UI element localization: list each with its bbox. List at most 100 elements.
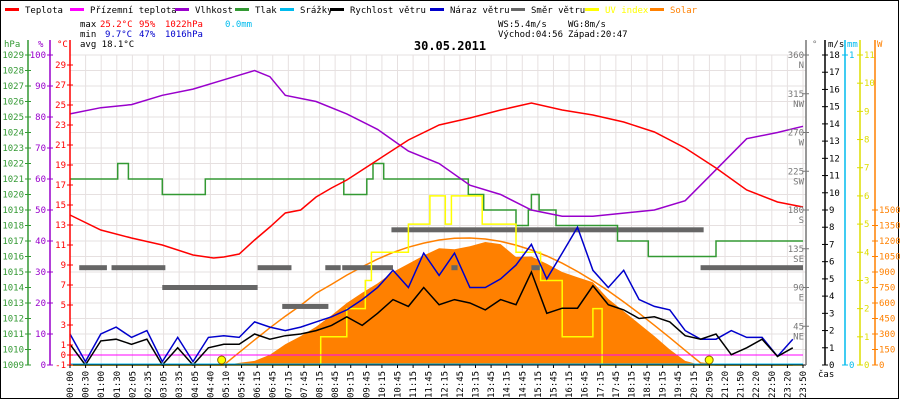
direction-tick-sublabel: N — [799, 61, 804, 71]
pressure-tick-label: 1011 — [2, 330, 24, 340]
temperature-tick-label: 0 — [61, 351, 66, 361]
x-tick-label: 23:50 — [799, 371, 809, 398]
uv-tick-label: 4 — [864, 248, 869, 258]
temperature-tick-label: 11 — [55, 241, 66, 251]
wind-direction-segment — [700, 265, 803, 271]
legend-swatch — [330, 8, 344, 11]
x-tick-label: 16:15 — [565, 371, 575, 398]
x-tick-label: 10:45 — [394, 371, 404, 398]
wind-direction-segment — [257, 265, 292, 271]
pressure-tick-label: 1020 — [2, 191, 24, 201]
stat-sunset: Západ:20:47 — [568, 30, 628, 40]
legend-swatch — [280, 8, 294, 11]
wind-direction-segment — [325, 265, 341, 271]
x-axis: 00:00 00:30 01:00 01:30 02:05 02:35 03:05 03:35… — [66, 365, 809, 398]
legend-swatch — [5, 8, 19, 11]
x-tick-label: 21:50 — [737, 371, 747, 398]
wind-tick-label: 11 — [829, 172, 840, 182]
legend-label: Tlak — [255, 6, 277, 16]
direction-tick-label: 180 — [788, 206, 804, 216]
wind-direction-segment — [282, 303, 329, 309]
temperature-tick-label: 25 — [55, 101, 66, 111]
legend-item: Solar — [650, 6, 698, 16]
stat-max-label: max — [80, 20, 97, 30]
wind-tick-label: 3 — [829, 309, 834, 319]
pressure-tick-label: 1026 — [2, 98, 24, 108]
wind-axis-unit: m/s — [828, 40, 844, 50]
series-layer — [69, 69, 806, 367]
legend-swatch — [175, 8, 189, 11]
pressure-tick-label: 1022 — [2, 160, 24, 170]
x-tick-label: 06:15 — [253, 371, 263, 398]
pressure-tick-label: 1028 — [2, 67, 24, 77]
humidity-tick-label: 70 — [35, 144, 46, 154]
stats-block: max 25.2°C 95% 1022hPa 0.0mm min 9.7°C 4… — [80, 20, 628, 50]
x-tick-label: 11:15 — [409, 371, 419, 398]
temperature-tick-label: 3 — [61, 321, 66, 331]
wind-direction-segment — [531, 265, 541, 271]
direction-tick-label: 360 — [788, 51, 804, 61]
temperature-tick-label: 21 — [55, 141, 66, 151]
uv-tick-label: 1 — [864, 333, 869, 343]
uv-tick-label: 9 — [864, 107, 869, 117]
pressure-axis: hPa 1009 1010 1011 1012 1013 1014 1015 1016 1017 1… — [2, 40, 31, 371]
x-tick-label: 15:45 — [549, 371, 559, 398]
legend-item: Přízemní teplota — [70, 6, 177, 16]
wind-tick-label: 5 — [829, 275, 834, 285]
stat-min-label: min — [80, 30, 96, 40]
rain-axis: mm 0 1 — [842, 40, 858, 371]
temperature-tick-label: 15 — [55, 201, 66, 211]
wind-tick-label: 7 — [829, 240, 834, 250]
x-tick-label: 11:45 — [425, 371, 435, 398]
wind-tick-label: 0 — [829, 361, 834, 371]
stat-max-humidity: 95% — [139, 20, 156, 30]
humidity-axis-unit: % — [38, 40, 44, 50]
solar-tick-label: 900 — [879, 268, 895, 278]
direction-tick-sublabel: NE — [793, 332, 804, 342]
x-tick-label: 02:35 — [144, 371, 154, 398]
x-tick-label: 21:20 — [721, 371, 731, 398]
chart-title: 30.05.2011 — [414, 39, 486, 53]
humidity-tick-label: 10 — [35, 330, 46, 340]
pressure-tick-label: 1015 — [2, 268, 24, 278]
legend-label: Vlhkost — [195, 6, 233, 16]
humidity-tick-label: 60 — [35, 175, 46, 185]
x-tick-label: 09:15 — [347, 371, 357, 398]
x-tick-label: 14:15 — [503, 371, 513, 398]
legend: Teplota Přízemní teplota Vlhkost Tlak Srážky… — [5, 6, 698, 16]
pressure-tick-label: 1029 — [2, 51, 24, 61]
temperature-tick-label: 1 — [61, 341, 66, 351]
x-tick-label: 02:05 — [128, 371, 138, 398]
legend-label: Přízemní teplota — [90, 6, 177, 16]
wind-tick-label: 1 — [829, 344, 834, 354]
direction-tick-sublabel: S — [799, 216, 804, 226]
x-tick-label: 04:05 — [191, 371, 201, 398]
wind-tick-label: 12 — [829, 154, 840, 164]
stat-avg-temp: avg 18.1°C — [80, 40, 134, 50]
uv-tick-label: 8 — [864, 136, 869, 146]
x-tick-label: 18:45 — [643, 371, 653, 398]
temperature-tick-label: 29 — [55, 61, 66, 71]
uv-axis: 0 1 2 3 4 5 6 7 8 9 10 11 — [857, 40, 875, 371]
wind-tick-label: 14 — [829, 120, 840, 130]
temperature-line — [69, 102, 804, 259]
temperature-tick-label: 23 — [55, 121, 66, 131]
x-tick-label: 15:15 — [534, 371, 544, 398]
legend-item: UV index — [585, 6, 649, 16]
temperature-tick-label: 9 — [61, 261, 66, 271]
wind-tick-label: 15 — [829, 103, 840, 113]
solar-tick-label: 0 — [879, 361, 884, 371]
stat-rain: 0.0mm — [225, 20, 252, 30]
stat-min-humidity: 47% — [139, 30, 156, 40]
wind-direction-segment — [451, 265, 458, 271]
solar-axis-unit: W — [877, 40, 883, 50]
humidity-axis: % 0 10 20 30 40 50 60 70 80 90 100 — [30, 40, 53, 371]
legend-swatch — [70, 8, 84, 11]
humidity-tick-label: 0 — [41, 361, 46, 371]
pressure-tick-label: 1018 — [2, 222, 24, 232]
solar-tick-label: 1200 — [879, 237, 900, 247]
stat-sunrise: Východ:04:56 — [498, 30, 563, 40]
x-tick-label: 03:35 — [175, 371, 185, 398]
pressure-tick-label: 1024 — [2, 129, 24, 139]
